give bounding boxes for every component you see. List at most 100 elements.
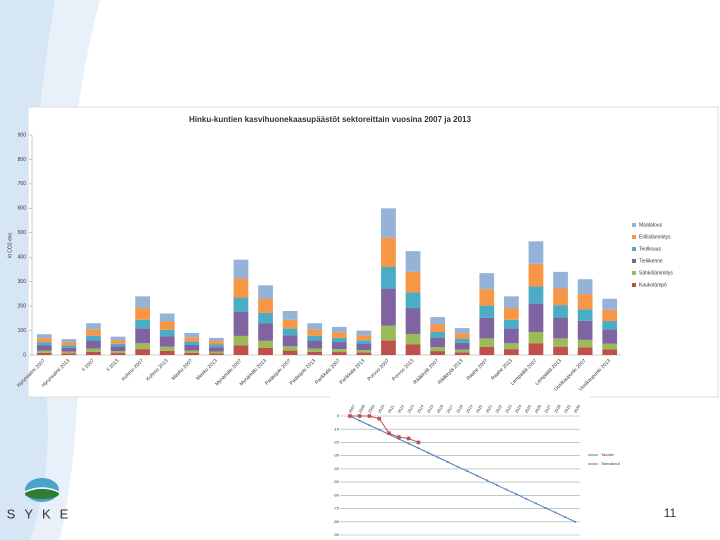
bar-segment [282,328,298,336]
bar-segment [479,289,495,306]
bar-segment [209,351,224,354]
bar-segment [184,352,200,355]
point [515,493,518,496]
bar-segment [504,308,519,320]
x-tick-label: 2012 [396,403,405,414]
point [357,414,362,418]
bar-segment [528,332,544,344]
point [378,428,381,431]
y-tick-label: -90 [333,532,340,537]
bar-segment [282,346,298,351]
bar-segment [553,338,568,347]
bar-segment [381,267,396,289]
bar-segment [405,333,421,345]
bar-segment [86,323,101,330]
x-tick-label: 2021 [484,403,493,414]
bar-segment [504,319,519,329]
bar-segment [356,344,372,351]
x-tick-label: 2020 [475,403,484,414]
bar-segment [135,296,150,309]
y-tick-label: 300 [18,279,27,285]
bar-segment [307,348,323,352]
y-tick-label: -10 [333,426,340,431]
x-tick-label: 2025 [524,403,533,414]
bar-segment [209,337,224,342]
bar-segment [61,339,77,343]
x-tick-label: 2011 [387,403,396,414]
chart-title: Hinku-kuntien kasvihuonekaasupäästöt sek… [189,115,471,124]
y-tick-label: -60 [333,492,340,497]
point [406,436,411,441]
bar-segment [258,340,273,348]
legend-label: Toteutunut [601,461,621,466]
bar-segment [86,340,101,349]
bar-segment [233,259,249,279]
point [417,447,420,450]
bar-segment [110,336,126,341]
bar-segment [602,309,618,322]
bar-segment [577,339,593,348]
point [564,516,567,519]
x-tick-label: 2010 [377,403,386,414]
bar-segment [430,332,445,338]
bar-segment [61,345,77,348]
bar-segment [110,340,126,344]
x-tick-label: 2024 [514,403,523,414]
bar-segment [454,349,470,353]
bar-segment [258,299,273,313]
bar-segment [577,294,593,310]
bar-segment [381,237,396,267]
y-tick-label: 400 [18,255,27,261]
bar-segment [184,337,200,342]
bar-segment [135,349,150,355]
point [456,465,459,468]
bar-segment [233,311,249,336]
bar-segment [307,323,323,330]
legend-label: Erillislämmitys [639,234,671,240]
bar-segment [454,342,470,350]
bar-segment [86,351,101,355]
bar-segment [405,251,421,272]
bar-segment [381,325,396,341]
point [476,474,479,477]
point [574,520,577,523]
bar-segment [159,321,175,330]
bar-segment [110,353,126,355]
bar-segment [233,297,249,312]
point [544,507,547,510]
bar-segment [61,347,77,352]
bar-segment [331,352,347,355]
legend-label: Teollisuus [639,246,661,252]
bar-segment [233,345,249,355]
bar-segment [528,343,544,355]
legend-label: Tavoite [601,452,614,457]
y-tick-label: 900 [18,132,27,138]
bar-segment [331,342,347,350]
bar-segment [356,330,372,336]
bar-segment [184,341,200,345]
legend-swatch [632,283,636,287]
bar-segment [184,350,200,353]
y-tick-label: 0 [337,413,340,418]
point [505,488,508,491]
bar-segment [430,324,445,333]
bar-segment [110,346,126,352]
x-tick-label: 2016 [435,403,444,414]
bar-segment [36,352,52,355]
bar-segment [577,279,593,295]
bar-segment [504,349,519,355]
point [466,470,469,473]
bar-segment [356,352,372,355]
bar-segment [110,343,126,347]
point [367,414,372,418]
bar-segment [356,335,372,341]
bar-segment [86,329,101,336]
y-tick-label: -20 [333,440,340,445]
bar-segment [282,319,298,329]
bar-segment [307,340,323,349]
bar-segment [184,344,200,351]
x-tick-label: 2019 [465,403,474,414]
bar-segment [405,308,421,334]
point [495,484,498,487]
